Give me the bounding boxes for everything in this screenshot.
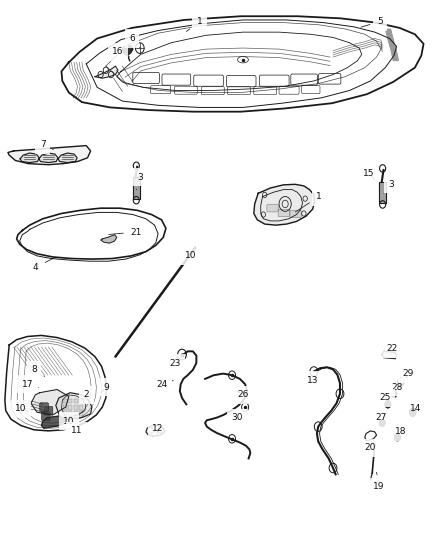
Circle shape	[397, 378, 404, 386]
Polygon shape	[39, 153, 58, 163]
Text: 17: 17	[22, 379, 39, 389]
Polygon shape	[146, 425, 165, 436]
Bar	[79, 411, 83, 416]
Polygon shape	[56, 393, 92, 420]
Polygon shape	[382, 351, 396, 359]
Text: 16: 16	[112, 47, 130, 57]
Text: 2: 2	[83, 390, 89, 399]
Bar	[68, 405, 72, 410]
Text: 25: 25	[380, 393, 391, 402]
Polygon shape	[379, 182, 386, 203]
FancyBboxPatch shape	[40, 403, 48, 411]
Polygon shape	[101, 235, 117, 243]
Text: 19: 19	[374, 472, 385, 491]
FancyBboxPatch shape	[42, 412, 50, 420]
Text: 3: 3	[136, 173, 143, 190]
Text: 30: 30	[232, 413, 243, 422]
Text: 27: 27	[375, 413, 387, 422]
Polygon shape	[95, 66, 118, 78]
Text: 10: 10	[63, 417, 74, 426]
Text: 21: 21	[109, 228, 142, 237]
Bar	[68, 399, 72, 403]
FancyBboxPatch shape	[290, 211, 301, 217]
Text: 15: 15	[364, 169, 375, 180]
Text: 10: 10	[185, 251, 197, 261]
Text: 7: 7	[40, 140, 53, 150]
Text: 1: 1	[187, 17, 202, 31]
Polygon shape	[58, 153, 77, 163]
Circle shape	[394, 433, 400, 441]
Circle shape	[379, 419, 385, 426]
Text: 10: 10	[15, 404, 28, 413]
Text: 5: 5	[361, 17, 383, 27]
Text: 12: 12	[152, 424, 164, 434]
Polygon shape	[122, 45, 133, 55]
Polygon shape	[31, 390, 69, 415]
Text: 13: 13	[307, 376, 318, 385]
FancyBboxPatch shape	[267, 205, 278, 212]
Bar	[63, 399, 67, 403]
Text: 11: 11	[71, 426, 82, 435]
Bar	[74, 411, 78, 416]
Text: 18: 18	[395, 427, 406, 437]
Text: 14: 14	[410, 404, 421, 413]
Text: 4: 4	[32, 257, 56, 272]
Bar	[79, 405, 83, 410]
Text: 26: 26	[237, 390, 249, 399]
Bar	[63, 405, 67, 410]
Text: 6: 6	[129, 34, 140, 48]
Circle shape	[409, 408, 416, 417]
Polygon shape	[42, 416, 64, 428]
Text: 9: 9	[101, 383, 109, 393]
Text: 8: 8	[31, 366, 45, 376]
Text: 3: 3	[384, 180, 394, 193]
Text: 28: 28	[391, 383, 402, 392]
Text: 29: 29	[403, 369, 414, 378]
Text: 22: 22	[387, 344, 398, 353]
Bar	[74, 399, 78, 403]
Circle shape	[391, 390, 397, 398]
FancyBboxPatch shape	[278, 209, 290, 216]
Bar	[63, 411, 67, 416]
Text: 24: 24	[156, 379, 173, 389]
Bar	[79, 399, 83, 403]
Bar	[68, 411, 72, 416]
FancyBboxPatch shape	[44, 407, 53, 415]
Text: 23: 23	[169, 359, 180, 367]
Polygon shape	[133, 177, 140, 199]
Polygon shape	[254, 184, 315, 225]
Text: 20: 20	[365, 443, 376, 453]
Text: 1: 1	[295, 192, 322, 212]
Bar	[74, 405, 78, 410]
Circle shape	[385, 401, 391, 408]
Polygon shape	[8, 146, 91, 165]
Polygon shape	[20, 153, 39, 163]
